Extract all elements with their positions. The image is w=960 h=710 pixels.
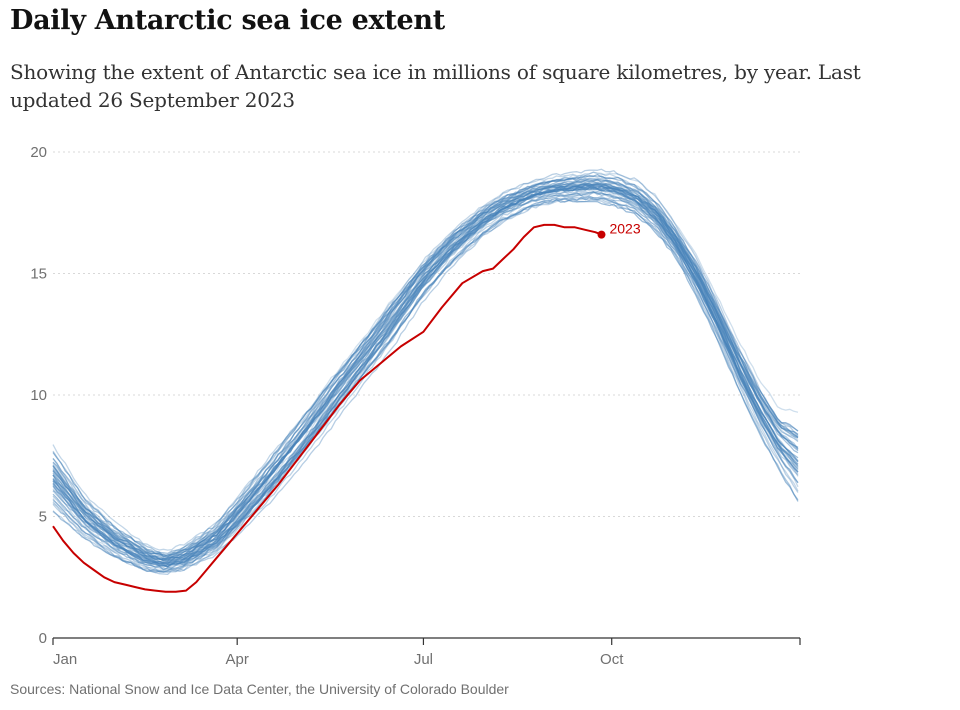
historical-year-line xyxy=(52,183,799,558)
chart-title: Daily Antarctic sea ice extent xyxy=(10,5,445,36)
chart-source-note: Sources: National Snow and Ice Data Cent… xyxy=(10,681,509,697)
historical-year-line xyxy=(52,174,799,561)
historical-year-line xyxy=(52,178,799,557)
historical-year-line xyxy=(52,191,799,569)
historical-year-line xyxy=(52,182,799,574)
y-tick-label-10: 10 xyxy=(30,387,47,404)
y-tick-label-0: 0 xyxy=(39,630,47,647)
historical-year-line xyxy=(52,199,799,567)
series-line-2023 xyxy=(52,223,602,593)
historical-year-line xyxy=(52,187,799,562)
historical-year-line xyxy=(52,175,799,560)
historical-year-line xyxy=(52,196,799,568)
y-axis-tick-labels: 0 5 10 15 20 xyxy=(30,144,47,647)
historical-year-line xyxy=(52,198,799,571)
historical-year-line xyxy=(52,182,799,568)
historical-year-line xyxy=(52,177,799,559)
historical-year-line xyxy=(52,177,799,564)
historical-year-line xyxy=(52,185,799,570)
historical-year-line xyxy=(52,187,799,565)
chart-subtitle: Showing the extent of Antarctic sea ice … xyxy=(10,60,861,112)
historical-year-line xyxy=(52,178,799,561)
historical-year-line xyxy=(52,188,799,562)
grid-lines xyxy=(53,151,800,517)
historical-year-line xyxy=(52,181,799,551)
y-tick-label-20: 20 xyxy=(30,144,47,161)
y-tick-label-5: 5 xyxy=(39,509,47,526)
sea-ice-line-chart: 0 5 10 15 20 2023 Jan Apr Jul Oct xyxy=(30,144,801,668)
historical-year-line xyxy=(52,185,799,564)
historical-year-line xyxy=(52,191,799,565)
historical-year-line xyxy=(52,195,799,576)
historical-year-line xyxy=(52,186,799,566)
historical-year-line xyxy=(52,181,799,559)
historical-year-line xyxy=(52,182,799,562)
historical-year-line xyxy=(52,187,799,571)
historical-years-lines xyxy=(52,168,799,576)
historical-year-line xyxy=(52,183,799,558)
x-axis: Jan Apr Jul Oct xyxy=(52,637,801,668)
historical-year-line xyxy=(52,190,799,573)
historical-year-line xyxy=(52,171,799,563)
historical-year-line xyxy=(52,183,799,567)
x-tick-label-Jul: Jul xyxy=(414,651,433,668)
highlight-series: 2023 xyxy=(52,221,641,593)
x-tick-label-Apr: Apr xyxy=(226,651,249,668)
historical-year-line xyxy=(52,179,799,558)
historical-year-line xyxy=(52,168,799,563)
x-tick-label-Jan: Jan xyxy=(53,651,77,668)
historical-year-line xyxy=(52,185,799,568)
historical-year-line xyxy=(52,185,799,564)
y-tick-label-15: 15 xyxy=(30,266,47,283)
historical-year-line xyxy=(52,181,799,557)
x-tick-label-Oct: Oct xyxy=(600,651,624,668)
historical-year-line xyxy=(52,179,799,566)
historical-year-line xyxy=(52,171,799,560)
series-end-point-2023 xyxy=(597,230,606,239)
series-label-2023: 2023 xyxy=(609,221,640,237)
